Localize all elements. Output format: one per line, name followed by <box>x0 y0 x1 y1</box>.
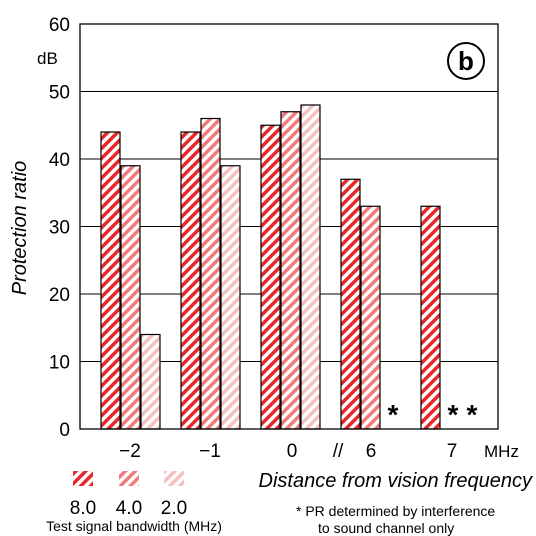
bar-4.0-mhz-at-6 <box>360 205 381 430</box>
bar-2.0-mhz-at-0 <box>300 104 321 430</box>
x-unit-label: MHz <box>484 442 519 461</box>
x-tick-labels: −2 −1 0 6 7 <box>119 441 457 462</box>
bar-4.0-mhz-at-0 <box>280 111 301 430</box>
legend-swatch <box>164 471 184 486</box>
bar-8.0-mhz-at-6 <box>340 178 361 430</box>
missing-marker-6-mhz: * <box>388 399 399 430</box>
bar-8.0-mhz-at-7 <box>420 205 441 430</box>
y-unit-label: dB <box>37 49 58 68</box>
x-tick-label: 6 <box>366 441 377 462</box>
bar-2.0-mhz-at--2 <box>140 333 161 430</box>
legend-entry-label: 4.0 <box>116 498 142 519</box>
footnote-line-1: * PR determined by interference <box>296 503 495 519</box>
bar-2.0-mhz-at--1 <box>220 165 241 430</box>
y-tick-label: 0 <box>59 420 70 441</box>
panel-label-badge: b <box>447 42 485 80</box>
y-tick-label: 10 <box>49 353 70 374</box>
panel-label-circle <box>447 42 485 80</box>
footnote-line-2: to sound channel only <box>318 520 454 536</box>
missing-marker-7-mhz-a: * <box>448 399 459 430</box>
panel-label: b <box>458 46 474 76</box>
y-tick-labels: 0 10 20 30 40 50 60 <box>49 15 70 441</box>
plot-frame <box>79 23 499 430</box>
y-tick-label: 40 <box>49 150 70 171</box>
missing-marker-7-mhz-b: * <box>467 399 478 430</box>
y-tick-label: 60 <box>49 15 70 36</box>
x-axis-label: Distance from vision frequency <box>259 470 533 492</box>
bar-8.0-mhz-at--1 <box>180 131 201 430</box>
legend: 8.0 4.0 2.0 <box>70 471 187 519</box>
legend-entry-label: 2.0 <box>161 498 187 519</box>
y-tick-label: 50 <box>49 83 70 104</box>
y-tick-label: 20 <box>49 285 70 306</box>
y-tick-label: 30 <box>49 218 70 239</box>
bar-4.0-mhz-at--1 <box>200 117 221 430</box>
bar-8.0-mhz-at-0 <box>260 124 281 430</box>
legend-entry-label: 8.0 <box>70 498 96 519</box>
x-tick-label: −2 <box>119 441 141 462</box>
bars <box>100 104 441 430</box>
x-tick-label: −1 <box>199 441 221 462</box>
axis-break-marker: // <box>333 441 344 462</box>
legend-swatch <box>73 471 93 486</box>
bar-8.0-mhz-at--2 <box>100 131 121 430</box>
bar-4.0-mhz-at--2 <box>120 165 141 430</box>
x-tick-label: 0 <box>287 441 298 462</box>
legend-swatch <box>119 471 139 486</box>
legend-title: Test signal bandwidth (MHz) <box>46 518 222 534</box>
y-axis-label: Protection ratio <box>9 161 31 296</box>
x-tick-label: 7 <box>447 441 458 462</box>
